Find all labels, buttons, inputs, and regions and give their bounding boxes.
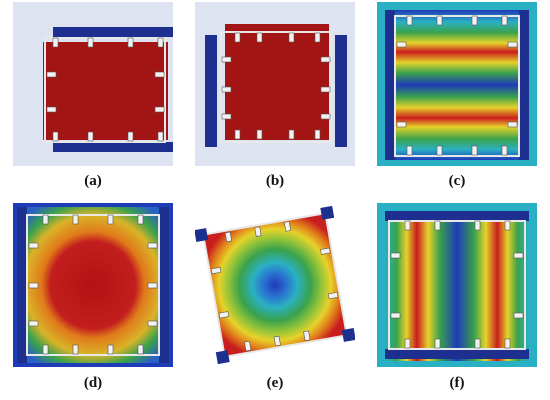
panel-b-label: (b) <box>265 173 285 189</box>
panel-c <box>377 2 537 166</box>
panel-d-label: (d) <box>83 375 103 391</box>
panel-e-image <box>195 203 355 367</box>
panel-f-label: (f) <box>449 375 465 391</box>
panel-c-image <box>377 2 537 166</box>
panel-d <box>13 203 173 367</box>
panel-b <box>195 2 355 166</box>
panel-a <box>13 2 173 166</box>
panel-e-label: (e) <box>266 375 284 391</box>
panel-d-image <box>13 203 173 367</box>
panel-e <box>195 203 355 367</box>
panel-c-label: (c) <box>448 173 466 189</box>
panel-f-image <box>377 203 537 367</box>
panel-a-label: (a) <box>84 173 102 189</box>
panel-a-image <box>13 2 173 166</box>
panel-f <box>377 203 537 367</box>
panel-b-image <box>195 2 355 166</box>
